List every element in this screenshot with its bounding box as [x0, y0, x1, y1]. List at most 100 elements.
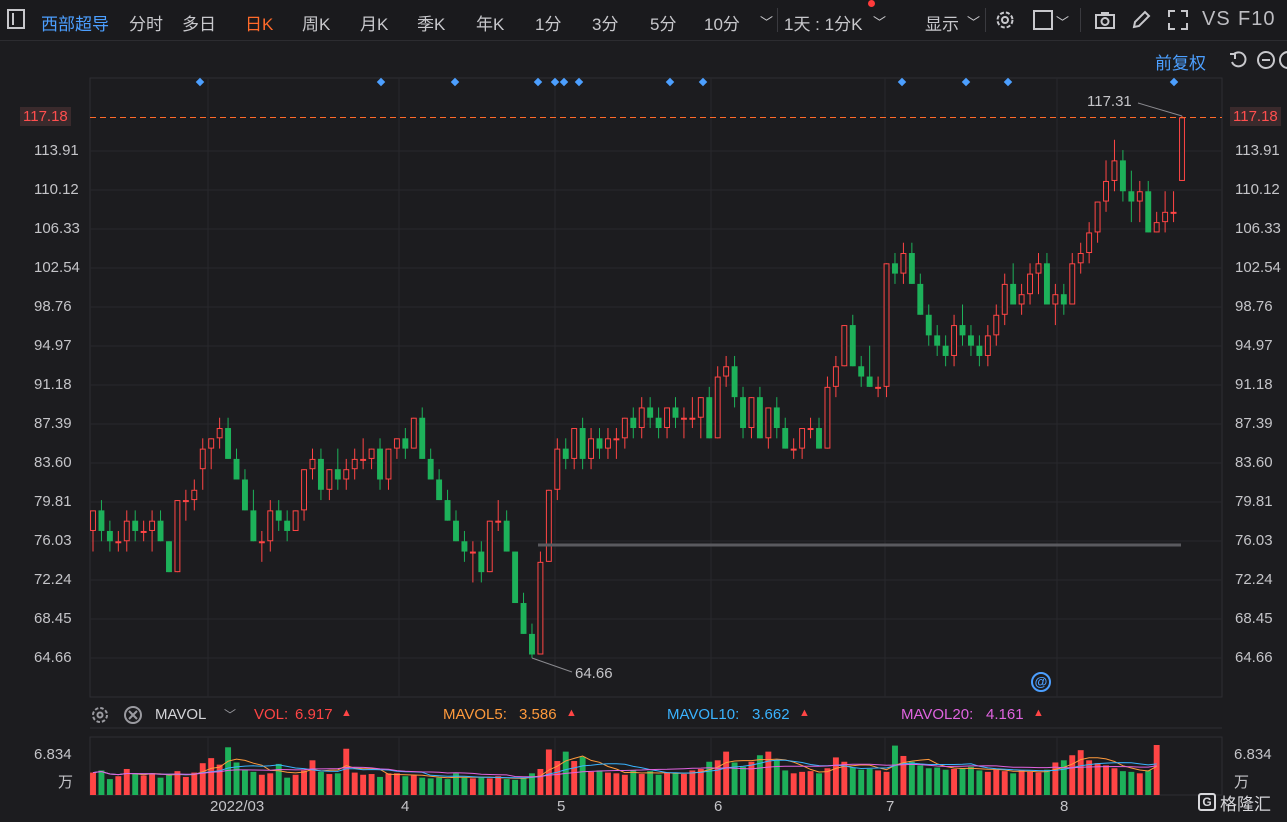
- candle[interactable]: [841, 325, 848, 367]
- candle[interactable]: [934, 325, 941, 356]
- candle[interactable]: [731, 355, 738, 408]
- candle[interactable]: [604, 428, 611, 459]
- candle[interactable]: [182, 489, 189, 521]
- candle[interactable]: [377, 438, 383, 490]
- layout-chevron-down-icon[interactable]: ﹀: [1056, 15, 1070, 30]
- adjust-mode-button[interactable]: 前复权: [1155, 54, 1206, 73]
- candle[interactable]: [191, 479, 198, 511]
- candle[interactable]: [799, 428, 806, 459]
- tab-yearly-k[interactable]: 年K: [476, 15, 505, 34]
- indicator-chevron-down-icon[interactable]: ﹀: [224, 708, 237, 722]
- candle[interactable]: [664, 407, 671, 439]
- candle[interactable]: [326, 469, 333, 501]
- tab-3min[interactable]: 3分: [592, 15, 619, 34]
- sidebar-toggle-icon[interactable]: [7, 9, 25, 29]
- fullscreen-icon[interactable]: [1167, 9, 1189, 31]
- volume-settings-gear-icon[interactable]: [90, 705, 110, 725]
- candle[interactable]: [883, 263, 890, 398]
- candle[interactable]: [140, 520, 147, 542]
- candle[interactable]: [1043, 253, 1050, 305]
- candle[interactable]: [790, 438, 797, 459]
- tab-quarterly-k[interactable]: 季K: [417, 15, 446, 34]
- event-marker-icon[interactable]: [698, 77, 708, 87]
- candle[interactable]: [967, 325, 974, 356]
- candle[interactable]: [393, 438, 400, 459]
- candle[interactable]: [98, 500, 105, 542]
- event-marker-icon[interactable]: [1169, 77, 1179, 87]
- candle[interactable]: [1052, 283, 1059, 326]
- candle[interactable]: [123, 510, 130, 552]
- candle[interactable]: [984, 325, 991, 367]
- undo-icon[interactable]: [1228, 50, 1248, 70]
- event-marker-icon[interactable]: [195, 77, 205, 87]
- candle[interactable]: [849, 314, 856, 367]
- candle[interactable]: [714, 366, 721, 439]
- candle[interactable]: [174, 500, 181, 573]
- close-indicator-icon[interactable]: [123, 705, 143, 725]
- candle[interactable]: [250, 489, 257, 542]
- candle[interactable]: [892, 253, 898, 284]
- candle[interactable]: [427, 448, 434, 480]
- candle[interactable]: [562, 438, 569, 470]
- candle[interactable]: [1111, 139, 1118, 192]
- candle[interactable]: [1145, 180, 1152, 233]
- candle[interactable]: [1010, 263, 1017, 305]
- event-marker-icon[interactable]: [1003, 77, 1013, 87]
- candle[interactable]: [723, 355, 730, 387]
- candle[interactable]: [1060, 283, 1067, 315]
- candle[interactable]: [655, 407, 662, 439]
- candle[interactable]: [351, 448, 358, 480]
- candle[interactable]: [697, 397, 704, 439]
- period-chevron-down-icon[interactable]: ﹀: [873, 15, 887, 30]
- candle[interactable]: [444, 489, 451, 521]
- candle[interactable]: [537, 551, 544, 655]
- candle[interactable]: [157, 510, 164, 542]
- candle[interactable]: [402, 428, 409, 459]
- candle[interactable]: [613, 428, 620, 459]
- tab-10min[interactable]: 10分: [704, 15, 740, 34]
- candle[interactable]: [410, 417, 417, 449]
- candle[interactable]: [529, 623, 535, 658]
- candle[interactable]: [1086, 222, 1093, 264]
- candle[interactable]: [216, 417, 223, 449]
- layout-square-icon[interactable]: [1032, 9, 1054, 31]
- candle[interactable]: [1001, 273, 1008, 326]
- candle[interactable]: [824, 376, 831, 449]
- tab-5min[interactable]: 5分: [650, 15, 677, 34]
- tab-weekly-k[interactable]: 周K: [302, 15, 331, 34]
- candle[interactable]: [545, 489, 552, 562]
- candle[interactable]: [832, 355, 839, 398]
- candle[interactable]: [672, 397, 679, 429]
- candle[interactable]: [132, 510, 139, 542]
- candle[interactable]: [461, 530, 468, 562]
- candle[interactable]: [773, 397, 780, 439]
- candle[interactable]: [241, 469, 248, 511]
- zoom-out-icon[interactable]: [1256, 50, 1276, 70]
- candle[interactable]: [1027, 263, 1034, 305]
- candle[interactable]: [90, 510, 96, 552]
- candle[interactable]: [689, 397, 696, 429]
- candle[interactable]: [495, 500, 502, 531]
- candle[interactable]: [149, 510, 156, 552]
- candle[interactable]: [436, 469, 443, 501]
- candle[interactable]: [1153, 211, 1160, 233]
- candle[interactable]: [284, 510, 291, 542]
- candle[interactable]: [554, 438, 561, 501]
- candle[interactable]: [317, 448, 324, 501]
- candle[interactable]: [225, 417, 232, 459]
- candle[interactable]: [469, 541, 476, 583]
- event-marker-icon[interactable]: [533, 77, 543, 87]
- candle[interactable]: [706, 386, 713, 439]
- candle[interactable]: [368, 448, 375, 470]
- candle[interactable]: [208, 438, 215, 470]
- vs-compare-button[interactable]: VS: [1202, 8, 1231, 30]
- candle[interactable]: [756, 386, 763, 439]
- period-select[interactable]: 1天 : 1分K: [784, 15, 863, 34]
- settings-gear-icon[interactable]: [994, 9, 1016, 31]
- camera-icon[interactable]: [1094, 9, 1116, 31]
- candle[interactable]: [115, 530, 122, 552]
- f10-button[interactable]: F10: [1238, 8, 1276, 30]
- candle[interactable]: [1069, 253, 1076, 305]
- event-marker-icon[interactable]: [559, 77, 569, 87]
- display-chevron-down-icon[interactable]: ﹀: [967, 15, 981, 30]
